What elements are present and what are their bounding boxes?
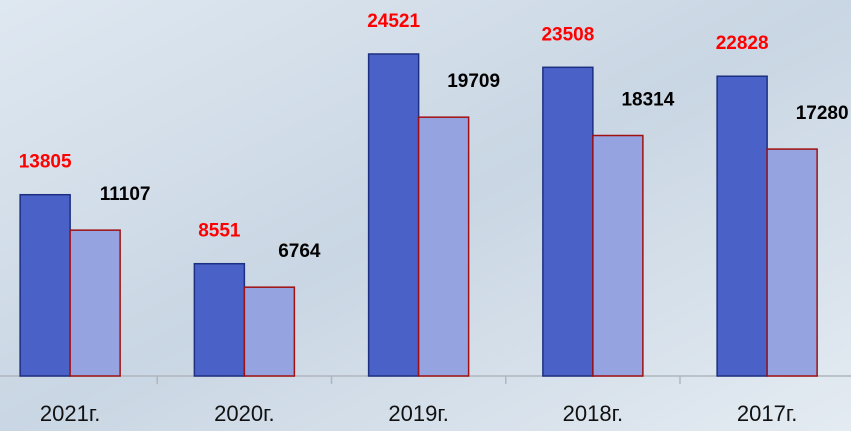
value-label: 11107 xyxy=(100,184,151,205)
bar xyxy=(593,136,643,376)
bar xyxy=(244,287,294,376)
value-label: 23508 xyxy=(541,24,594,45)
value-label: 22828 xyxy=(716,33,769,54)
value-label: 17280 xyxy=(796,103,849,124)
value-label: 18314 xyxy=(621,90,674,111)
value-label: 8551 xyxy=(198,221,241,242)
x-tick-label: 2019г. xyxy=(388,401,448,426)
bar xyxy=(543,67,593,376)
value-label: 13805 xyxy=(19,152,72,173)
bar xyxy=(717,76,767,376)
bar xyxy=(194,264,244,376)
value-label: 19709 xyxy=(447,71,500,92)
value-label: 6764 xyxy=(278,241,321,262)
x-tick-label: 2018г. xyxy=(563,401,623,426)
value-label: 24521 xyxy=(367,11,420,32)
x-tick-label: 2021г. xyxy=(40,401,100,426)
bar xyxy=(767,149,817,376)
page: 2021г. 13805 11107 2020г. 8551 6764 2019г. 2452… xyxy=(0,0,851,431)
bar xyxy=(20,195,70,376)
chart: 2021г. 13805 11107 2020г. 8551 6764 2019г. 2452… xyxy=(0,0,851,431)
x-tick-label: 2017г. xyxy=(737,401,797,426)
bar xyxy=(419,117,469,376)
x-tick-label: 2020г. xyxy=(214,401,274,426)
bar xyxy=(369,54,419,376)
bar xyxy=(70,230,120,376)
